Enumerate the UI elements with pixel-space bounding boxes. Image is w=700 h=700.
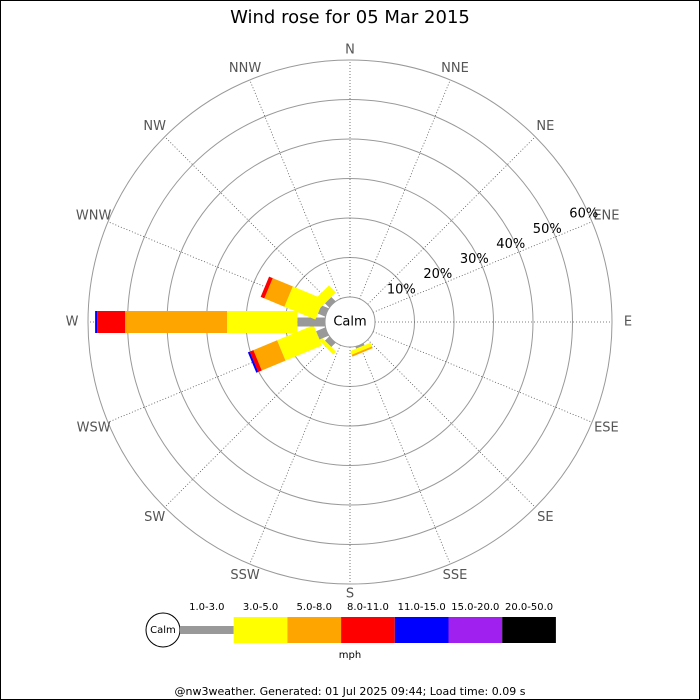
direction-label: WSW	[77, 421, 111, 436]
direction-label: ESE	[594, 421, 619, 436]
legend-label: 5.0-8.0	[297, 602, 332, 613]
bar-segment	[249, 350, 262, 372]
bar-segment	[297, 317, 325, 327]
r-tick-label: 10%	[387, 282, 416, 297]
chart-title: Wind rose for 05 Mar 2015	[230, 7, 470, 28]
spoke	[359, 344, 451, 565]
spoke	[372, 221, 593, 313]
direction-label: WNW	[76, 208, 112, 223]
legend-swatch	[502, 617, 556, 643]
legend-label: 11.0-15.0	[398, 602, 446, 613]
direction-bars	[350, 342, 373, 357]
legend-label: 3.0-5.0	[243, 602, 278, 613]
bar-segment	[253, 340, 286, 371]
plot: N NNE NE ENE E ESE SE SSE S SSW SW WSW W WNW NW NNW 10% 2…	[66, 43, 633, 602]
ring	[87, 59, 613, 585]
bar-segment	[264, 278, 293, 307]
direction-label: NE	[536, 119, 554, 134]
bar-segment	[260, 276, 273, 299]
r-tick-label: 50%	[533, 222, 562, 237]
legend-label: 8.0-11.0	[347, 602, 389, 613]
legend-label: 20.0-50.0	[505, 602, 553, 613]
direction-label: SSE	[443, 568, 468, 583]
bar-segment	[313, 285, 336, 308]
direction-label: E	[624, 315, 632, 330]
spoke	[367, 136, 536, 305]
legend-swatch	[341, 617, 395, 643]
direction-label: SE	[537, 510, 553, 525]
direction-bars	[247, 325, 329, 373]
direction-label: NNW	[229, 61, 261, 76]
legend-swatch	[287, 617, 342, 643]
bar-segment	[95, 311, 98, 333]
direction-label: NNE	[441, 61, 469, 76]
legend-swatch	[448, 617, 503, 643]
legend-label: 15.0-20.0	[451, 602, 499, 613]
bar-segment	[227, 311, 298, 333]
legend-swatch	[180, 626, 234, 634]
footer: @nw3weather. Generated: 01 Jul 2025 09:4…	[175, 685, 526, 698]
legend-calm-label: Calm	[150, 625, 176, 636]
bar-segment	[351, 346, 373, 357]
direction-label: N	[345, 43, 355, 58]
direction-label: ENE	[593, 208, 619, 223]
legend: Calm mph 1.0-3.0 3.0-5.0 5.0-8.0 8.0-11.0 11…	[145, 602, 556, 661]
calm-circle	[324, 296, 376, 348]
bar-segment	[247, 351, 259, 373]
legend-label: 1.0-3.0	[189, 602, 224, 613]
direction-label: NW	[143, 119, 166, 134]
legend-unit: mph	[339, 650, 361, 661]
spoke	[359, 79, 451, 300]
legend-swatch	[394, 617, 449, 643]
bar-segment	[316, 327, 329, 340]
bar-segment	[125, 311, 228, 333]
bar-segment	[324, 296, 336, 308]
legend-swatch	[233, 617, 288, 643]
direction-label: S	[346, 587, 354, 602]
direction-label: W	[66, 315, 79, 330]
spoke	[249, 344, 341, 565]
direction-bars	[317, 336, 336, 355]
direction-bars	[95, 311, 325, 333]
direction-label: SW	[144, 510, 165, 525]
bar-segment	[284, 286, 324, 320]
spoke	[367, 339, 536, 508]
spoke	[249, 79, 341, 300]
bar-segment	[350, 342, 372, 355]
spoke	[164, 339, 333, 508]
spoke	[372, 331, 593, 423]
calm-label: Calm	[333, 315, 366, 330]
spoke	[164, 136, 333, 305]
direction-bars	[313, 285, 336, 308]
direction-bars	[260, 276, 329, 320]
bar-segment	[324, 336, 336, 348]
bar-segment	[355, 343, 365, 349]
bar-segment	[97, 311, 126, 333]
r-tick-label: 20%	[423, 267, 452, 282]
r-tick-label: 30%	[460, 252, 489, 267]
bar-segment	[317, 336, 336, 355]
r-tick-label: 60%	[569, 207, 598, 222]
direction-label: SSW	[230, 568, 260, 583]
r-tick-label: 40%	[496, 237, 525, 252]
bar-segment	[277, 325, 322, 361]
